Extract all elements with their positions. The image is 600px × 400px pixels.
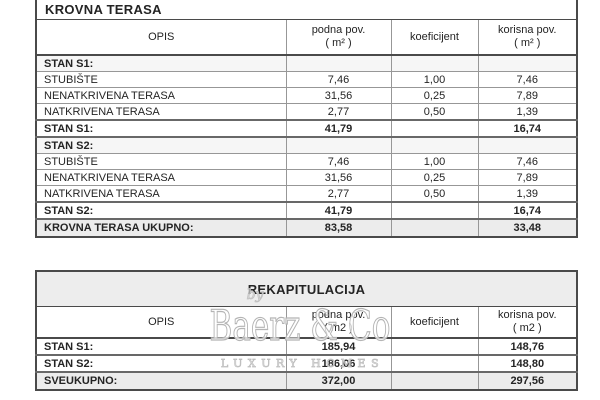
korisna-cell: 297,56 <box>477 371 578 391</box>
table-row: NENATKRIVENA TERASA 31,56 0,25 7,89 <box>35 87 578 104</box>
table-row: STAN S1: 185,94 148,76 <box>35 337 578 356</box>
koef-cell <box>390 136 479 154</box>
korisna-cell: 7,46 <box>477 71 578 88</box>
table-row: NENATKRIVENA TERASA 31,56 0,25 7,89 <box>35 169 578 186</box>
table-row: STAN S2: <box>35 136 578 154</box>
column-header-opis: OPIS <box>35 19 287 56</box>
table-row: NATKRIVENA TERASA 2,77 0,50 1,39 <box>35 185 578 203</box>
koef-cell: 1,00 <box>390 153 479 170</box>
column-header-koef: koeficijent <box>390 19 479 56</box>
column-header-label: koeficijent <box>410 315 459 328</box>
column-header-label: podna pov. <box>311 24 366 36</box>
koef-cell <box>390 201 479 220</box>
koef-cell: 0,50 <box>390 185 479 203</box>
koef-cell: 0,25 <box>390 169 479 186</box>
opis-cell: STUBIŠTE <box>35 71 287 88</box>
korisna-cell <box>477 136 578 154</box>
column-header-label: OPIS <box>148 315 175 328</box>
podna-cell: 185,94 <box>285 337 392 356</box>
opis-cell: NENATKRIVENA TERASA <box>35 87 287 104</box>
korisna-cell: 7,89 <box>477 87 578 104</box>
korisna-cell <box>477 54 578 72</box>
area-table-rekapitulacija: REKAPITULACIJA OPIS podna pov.( m2 ) koefic… <box>35 270 579 391</box>
koef-cell <box>390 371 479 391</box>
column-header-koef: koeficijent <box>390 306 479 339</box>
podna-cell: 31,56 <box>285 87 392 104</box>
koef-cell <box>390 218 479 238</box>
table-row: NATKRIVENA TERASA 2,77 0,50 1,39 <box>35 103 578 121</box>
podna-cell: 2,77 <box>285 103 392 121</box>
table-row: STUBIŠTE 7,46 1,00 7,46 <box>35 71 578 88</box>
koef-cell <box>390 354 479 373</box>
table-row: STAN S2: 186,06 148,80 <box>35 354 578 373</box>
opis-cell: STAN S1: <box>35 54 287 72</box>
opis-cell: STAN S2: <box>35 136 287 154</box>
column-header-label: korisna pov. <box>498 309 557 321</box>
column-header-podna: podna pov.( m2 ) <box>285 306 392 339</box>
podna-cell: 2,77 <box>285 185 392 203</box>
korisna-cell: 33,48 <box>477 218 578 238</box>
column-header-label: koeficijent <box>410 30 459 43</box>
column-header-opis: OPIS <box>35 306 287 339</box>
korisna-cell: 1,39 <box>477 185 578 203</box>
koef-cell: 1,00 <box>390 71 479 88</box>
opis-cell: STAN S2: <box>35 201 287 220</box>
column-header-unit: ( m2 ) <box>324 322 353 334</box>
korisna-cell: 16,74 <box>477 201 578 220</box>
column-header-label: podna pov. <box>311 309 366 321</box>
table-row: STUBIŠTE 7,46 1,00 7,46 <box>35 153 578 170</box>
table-title-row: REKAPITULACIJA <box>35 270 578 307</box>
table-row: STAN S1: 41,79 16,74 <box>35 119 578 138</box>
podna-cell: 7,46 <box>285 153 392 170</box>
podna-cell: 41,79 <box>285 201 392 220</box>
column-header-unit: ( m² ) <box>325 37 352 49</box>
column-header-podna: podna pov.( m² ) <box>285 19 392 56</box>
opis-cell: NENATKRIVENA TERASA <box>35 169 287 186</box>
table-row: KROVNA TERASA UKUPNO: 83,58 33,48 <box>35 218 578 238</box>
column-header-label: OPIS <box>148 30 175 43</box>
koef-cell: 0,50 <box>390 103 479 121</box>
opis-cell: KROVNA TERASA UKUPNO: <box>35 218 287 238</box>
podna-cell: 41,79 <box>285 119 392 138</box>
column-header-korisna: korisna pov.( m² ) <box>477 19 578 56</box>
korisna-cell: 1,39 <box>477 103 578 121</box>
table-title: KROVNA TERASA <box>35 0 578 20</box>
koef-cell <box>390 337 479 356</box>
opis-cell: NATKRIVENA TERASA <box>35 103 287 121</box>
opis-cell: NATKRIVENA TERASA <box>35 185 287 203</box>
koef-cell <box>390 119 479 138</box>
area-table-krovna-terasa: KROVNA TERASA OPIS podna pov.( m² ) koefici… <box>35 0 578 238</box>
podna-cell: 186,06 <box>285 354 392 373</box>
table-row: SVEUKUPNO: 372,00 297,56 <box>35 371 578 391</box>
koef-cell <box>390 54 479 72</box>
opis-cell: STUBIŠTE <box>35 153 287 170</box>
korisna-cell: 7,46 <box>477 153 578 170</box>
podna-cell: 31,56 <box>285 169 392 186</box>
column-header-label: korisna pov. <box>498 24 557 36</box>
podna-cell: 7,46 <box>285 71 392 88</box>
column-header-unit: ( m² ) <box>514 37 541 49</box>
column-header-korisna: korisna pov.( m2 ) <box>477 306 578 339</box>
table-row: STAN S2: 41,79 16,74 <box>35 201 578 220</box>
korisna-cell: 148,76 <box>477 337 578 356</box>
table-header-row: OPIS podna pov.( m² ) koeficijent korisna p… <box>35 19 578 56</box>
table-title: REKAPITULACIJA <box>35 270 578 307</box>
koef-cell: 0,25 <box>390 87 479 104</box>
korisna-cell: 148,80 <box>477 354 578 373</box>
korisna-cell: 7,89 <box>477 169 578 186</box>
table-title-row: KROVNA TERASA <box>35 0 578 20</box>
podna-cell: 83,58 <box>285 218 392 238</box>
opis-cell: STAN S1: <box>35 119 287 138</box>
korisna-cell: 16,74 <box>477 119 578 138</box>
opis-cell: SVEUKUPNO: <box>35 371 287 391</box>
table-row: STAN S1: <box>35 54 578 72</box>
opis-cell: STAN S1: <box>35 337 287 356</box>
column-header-unit: ( m2 ) <box>512 322 542 334</box>
table-header-row: OPIS podna pov.( m2 ) koeficijent korisna p… <box>35 306 578 339</box>
podna-cell <box>285 136 392 154</box>
opis-cell: STAN S2: <box>35 354 287 373</box>
podna-cell: 372,00 <box>285 371 392 391</box>
podna-cell <box>285 54 392 72</box>
